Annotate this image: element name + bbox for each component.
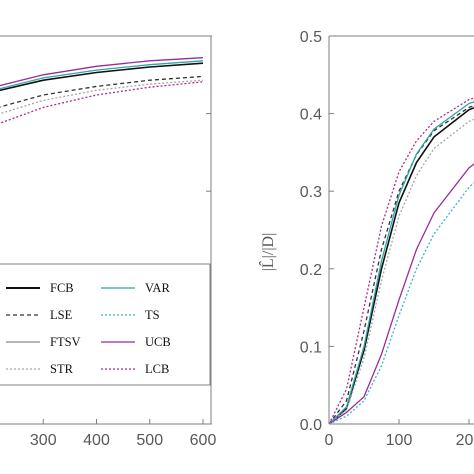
legend-entries: FCB VAR LSE TS FTSV UCB STR LCB: [6, 281, 171, 376]
right-x-ticks: 0 100 200: [325, 419, 474, 449]
right-series-line-fcb: [328, 106, 474, 425]
right-x-tick-label: 0: [325, 432, 334, 449]
right-y-ticks: 0.0 0.1 0.2 0.3 0.4 0.5: [300, 29, 334, 434]
left-series-line-var: [0, 60, 204, 90]
legend-label-ts: TS: [145, 308, 160, 322]
left-panel: 300 400 500 600 FCB VAR LSE TS FTSV UCB STR LCB: [0, 35, 217, 449]
right-series-line-lse: [328, 104, 474, 425]
left-x-tick-label: 300: [30, 432, 57, 449]
left-series-line-lse: [0, 75, 204, 108]
right-series-line-ucb: [328, 163, 474, 425]
legend-label-ftsv: FTSV: [50, 335, 81, 349]
right-x-tick-label: 100: [386, 432, 413, 449]
left-x-tick-label: 400: [83, 432, 110, 449]
legend-label-var: VAR: [145, 281, 170, 295]
right-y-tick-label: 0.4: [300, 107, 322, 124]
left-series-line-lcb: [0, 81, 204, 124]
legend-box: [0, 263, 211, 386]
legend-label-lcb: LCB: [145, 362, 169, 376]
legend-label-ucb: UCB: [145, 335, 171, 349]
right-series-line-var: [328, 101, 474, 425]
legend-label-str: STR: [50, 362, 74, 376]
right-series-line-lcb: [328, 97, 474, 425]
right-series-line-str: [328, 118, 474, 425]
left-plot-area: [0, 57, 204, 124]
right-x-tick-label: 200: [456, 432, 474, 449]
right-plot-area: [328, 97, 474, 425]
left-series-line-fcb: [0, 62, 204, 92]
right-y-axis-label: |L̂|/|D|: [258, 233, 277, 272]
right-y-tick-label: 0.5: [300, 29, 322, 46]
left-series-line-ucb: [0, 57, 204, 87]
legend-label-lse: LSE: [50, 308, 73, 322]
right-series-line-ts: [328, 182, 474, 425]
legend-label-fcb: FCB: [50, 281, 74, 295]
right-y-tick-label: 0.0: [300, 417, 322, 434]
right-y-tick-label: 0.2: [300, 262, 322, 279]
right-panel: 0.0 0.1 0.2 0.3 0.4 0.5 0 100 200 |L̂|/|D|: [258, 29, 474, 449]
left-x-tick-label: 600: [190, 432, 217, 449]
left-x-ticks: 300 400 500 600: [30, 419, 217, 449]
left-x-tick-label: 500: [136, 432, 163, 449]
right-y-tick-label: 0.3: [300, 184, 322, 201]
left-series-line-str: [0, 79, 204, 115]
legend: FCB VAR LSE TS FTSV UCB STR LCB: [0, 263, 211, 386]
right-y-tick-label: 0.1: [300, 339, 322, 356]
